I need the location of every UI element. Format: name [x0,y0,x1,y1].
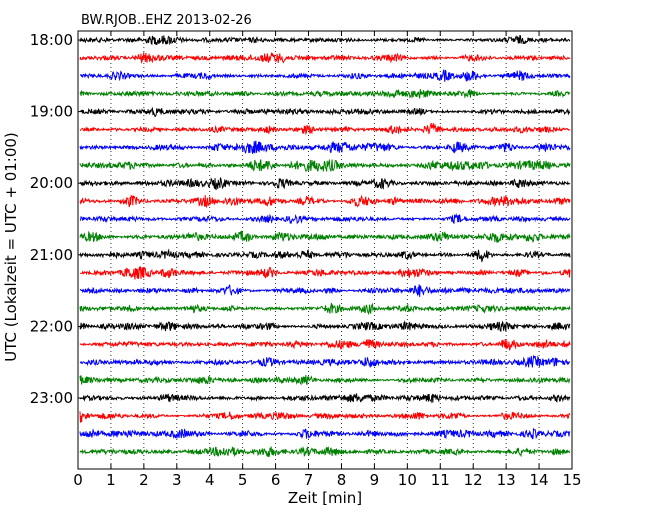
y-axis-ticks: 18:00 19:00 20:00 21:00 22:00 23:00 [30,31,83,407]
x-tick-label: 8 [337,471,347,489]
y-tick-label: 21:00 [30,246,73,264]
chart-title: BW.RJOB..EHZ 2013-02-26 [81,13,252,28]
trace-line [79,302,571,316]
y-tick-label: 18:00 [30,31,73,49]
trace-line [79,354,571,368]
trace-line [79,52,571,64]
y-tick-label: 22:00 [30,317,73,335]
x-tick-label: 1 [106,471,116,489]
trace-line [79,177,571,191]
y-axis-label: UTC (Lokalzeit = UTC + 01:00) [2,132,20,362]
seismogram-traces [79,34,571,458]
grid-lines [110,31,540,469]
y-tick-label: 19:00 [30,103,73,121]
trace-line [79,248,571,263]
x-axis-label: Zeit [min] [288,489,362,507]
trace-line [79,34,571,46]
plot-frame [77,30,573,470]
trace-line [79,230,571,244]
x-tick-label: 11 [431,471,450,489]
trace-line [79,89,571,99]
trace-line [80,106,571,118]
x-tick-label: 4 [205,471,215,489]
trace-line [79,374,571,386]
trace-line [79,427,571,440]
trace-line [79,122,571,136]
x-tick-label: 5 [238,471,248,489]
y-tick-label: 23:00 [30,389,73,407]
trace-line [79,338,571,351]
x-tick-label: 14 [530,471,549,489]
x-tick-label: 7 [304,471,314,489]
x-tick-label: 6 [271,471,281,489]
x-tick-label: 15 [562,471,581,489]
x-tick-label: 10 [398,471,417,489]
y-tick-label: 20:00 [30,174,73,192]
x-tick-label: 0 [73,471,83,489]
x-tick-label: 12 [464,471,483,489]
trace-line [79,393,571,404]
x-axis-ticks: 0 1 2 3 4 5 6 7 8 9 10 11 12 13 14 15 [73,31,582,489]
x-tick-label: 13 [497,471,516,489]
trace-line [79,320,571,332]
trace-line [80,69,571,82]
trace-line [79,266,571,280]
x-tick-label: 2 [139,471,149,489]
x-tick-label: 9 [370,471,380,489]
trace-line [79,194,571,209]
trace-line [79,411,571,423]
trace-line [79,158,571,172]
trace-line [79,140,571,154]
trace-line [79,213,571,225]
trace-line [79,284,571,297]
trace-line [79,445,571,458]
x-tick-label: 3 [172,471,182,489]
